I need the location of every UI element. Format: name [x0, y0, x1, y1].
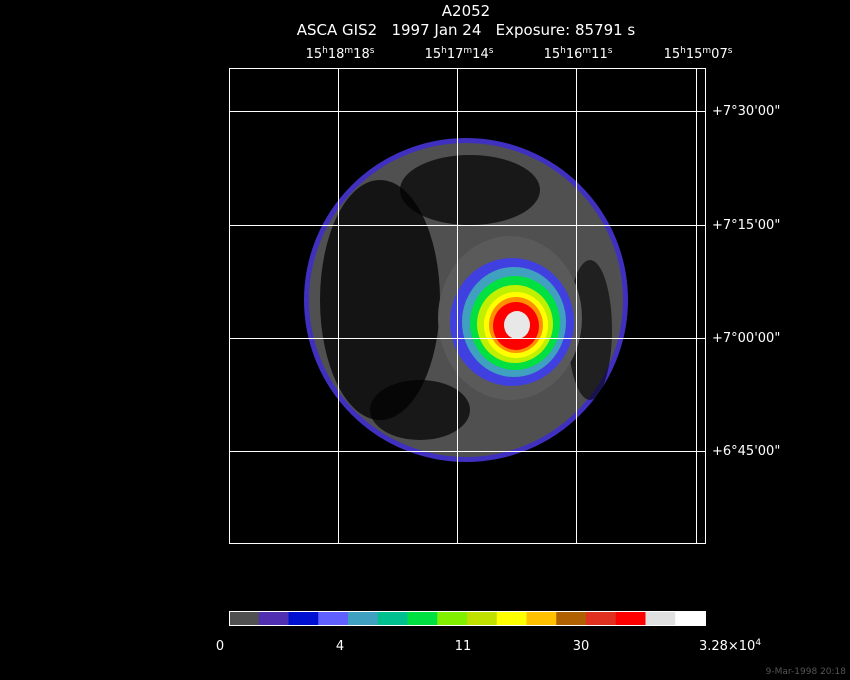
superscript: h	[322, 46, 328, 56]
superscript: m	[344, 46, 353, 56]
text-part: 15	[306, 47, 323, 62]
colorbar-frame	[229, 611, 706, 626]
timestamp: 9-Mar-1998 20:18	[766, 667, 847, 677]
superscript: s	[728, 46, 733, 56]
colorbar-segment	[229, 611, 260, 625]
colorbar-label: 11	[455, 639, 472, 654]
ra-label: 15h18m18s	[306, 46, 375, 62]
colorbar-segment	[467, 611, 498, 625]
colorbar-label: 3.28×104	[699, 638, 761, 654]
colorbar-segment	[288, 611, 319, 625]
superscript: 4	[755, 638, 761, 648]
text-part: 16	[566, 47, 583, 62]
colorbar-segment	[586, 611, 617, 625]
superscript: s	[370, 46, 375, 56]
colorbar-label: 0	[216, 639, 224, 654]
colorbar-segment	[318, 611, 349, 625]
text-part: 11	[455, 639, 472, 654]
labels: 15h18m18s 15h17m14s 15h16m11s 15h15m07s+7°3…	[306, 46, 781, 459]
text-part: 18	[328, 47, 345, 62]
superscript: s	[489, 46, 494, 56]
text-part: 30	[573, 639, 590, 654]
superscript: h	[441, 46, 447, 56]
text-part: 4	[336, 639, 344, 654]
colorbar: 0 4 11 30 3.28×104	[216, 611, 761, 654]
text-part: 15	[544, 47, 561, 62]
superscript: h	[560, 46, 566, 56]
colorbar-label: 30	[573, 639, 590, 654]
subtitle: ASCA GIS2 1997 Jan 24 Exposure: 85791 s	[297, 21, 636, 39]
dec-label: +7°30'00"	[712, 104, 780, 119]
title: A2052	[442, 2, 490, 20]
superscript: m	[702, 46, 711, 56]
text-part: 3.28×10	[699, 639, 755, 654]
colorbar-segment	[615, 611, 646, 625]
text-part: 15	[664, 47, 681, 62]
colorbar-segment	[645, 611, 676, 625]
superscript: m	[463, 46, 472, 56]
dec-label: +7°00'00"	[712, 331, 780, 346]
text-part: 14	[472, 47, 489, 62]
colorbar-segment	[407, 611, 438, 625]
text-part: 07	[711, 47, 728, 62]
text-part: 17	[447, 47, 464, 62]
dec-label: +6°45'00"	[712, 444, 780, 459]
text-part: 0	[216, 639, 224, 654]
colorbar-segment	[437, 611, 468, 625]
superscript: s	[608, 46, 613, 56]
colorbar-label: 4	[336, 639, 344, 654]
colorbar-segment	[258, 611, 289, 625]
text-part: 18	[353, 47, 370, 62]
superscript: h	[680, 46, 686, 56]
dec-label: +7°15'00"	[712, 218, 780, 233]
ra-label: 15h17m14s	[425, 46, 494, 62]
colorbar-segment	[377, 611, 408, 625]
colorbar-segment	[526, 611, 557, 625]
xray-image	[304, 138, 628, 462]
colorbar-segment	[348, 611, 379, 625]
text-part: 15	[425, 47, 442, 62]
ra-label: 15h15m07s	[664, 46, 733, 62]
coordinate-grid	[229, 68, 706, 544]
text-part: 15	[686, 47, 703, 62]
colorbar-segment	[496, 611, 527, 625]
superscript: m	[582, 46, 591, 56]
colorbar-segment	[556, 611, 587, 625]
text-part: 11	[591, 47, 608, 62]
colorbar-segment	[675, 611, 706, 625]
ra-label: 15h16m11s	[544, 46, 613, 62]
